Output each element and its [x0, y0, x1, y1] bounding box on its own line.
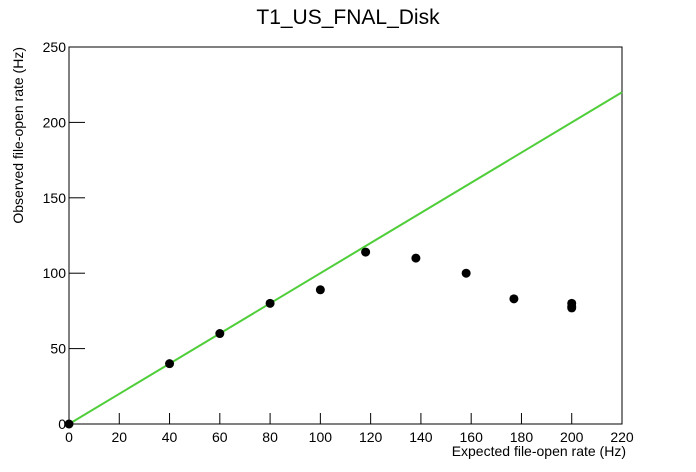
y-tick-label: 250: [43, 39, 67, 55]
x-tick-label: 100: [309, 429, 333, 445]
data-point: [215, 329, 225, 339]
x-tick-label: 20: [111, 429, 127, 445]
y-tick-label: 0: [58, 416, 66, 432]
x-tick-label: 220: [610, 429, 634, 445]
x-tick-label: 40: [162, 429, 178, 445]
data-point: [509, 294, 519, 304]
x-tick-label: 180: [510, 429, 534, 445]
data-point: [165, 359, 175, 369]
data-point: [361, 247, 371, 257]
chart-title: T1_US_FNAL_Disk: [256, 6, 440, 29]
x-tick-label: 80: [262, 429, 278, 445]
y-tick-label: 150: [43, 190, 67, 206]
x-tick-label: 160: [460, 429, 484, 445]
data-point: [64, 419, 74, 429]
data-point: [461, 268, 471, 278]
y-tick-label: 100: [43, 265, 67, 281]
data-point: [315, 285, 325, 295]
data-point: [265, 298, 275, 308]
x-axis-label: Expected file-open rate (Hz): [452, 443, 626, 459]
x-tick-label: 140: [409, 429, 433, 445]
plot-frame: [68, 46, 623, 425]
x-tick-label: 0: [65, 429, 73, 445]
data-point: [567, 303, 577, 313]
y-axis-label: Observed file-open rate (Hz): [10, 47, 26, 224]
y-tick-label: 200: [43, 114, 67, 130]
x-tick-label: 200: [560, 429, 584, 445]
x-tick-label: 120: [359, 429, 383, 445]
reference-line: [68, 91, 623, 425]
y-tick-label: 50: [50, 341, 66, 357]
x-tick-label: 60: [212, 429, 228, 445]
data-point: [411, 253, 421, 263]
